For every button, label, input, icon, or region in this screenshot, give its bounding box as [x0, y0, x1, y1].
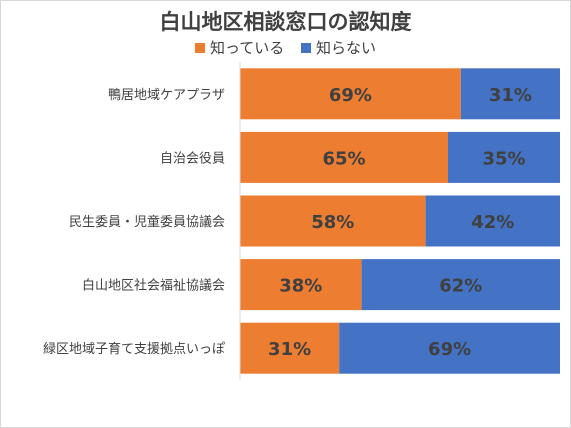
- bar-known-1: [240, 131, 448, 183]
- legend-item-unknown: 知らない: [301, 37, 376, 58]
- bar-unknown-0: [460, 68, 560, 120]
- legend-swatch-known: [194, 42, 205, 53]
- bar-unknown-3: [361, 259, 560, 311]
- category-label-4: 緑区地域子育て支援拠点いっぽ: [43, 341, 225, 357]
- category-label-1: 自治会役員: [160, 151, 225, 166]
- legend-item-known: 知っている: [194, 37, 285, 58]
- legend-swatch-unknown: [301, 42, 312, 53]
- legend-label-known: 知っている: [209, 39, 285, 57]
- bar-known-3: [240, 259, 362, 311]
- category-label-0: 鴨居地域ケアプラザ: [108, 88, 225, 103]
- data-label-unknown-4: 69%: [428, 339, 471, 360]
- chart-title: 白山地区相談窓口の認知度: [159, 10, 412, 34]
- bar-unknown-4: [339, 322, 560, 374]
- data-label-known-0: 69%: [329, 85, 372, 106]
- data-label-known-1: 65%: [322, 148, 365, 169]
- category-label-2: 民生委員・児童委員協議会: [69, 214, 225, 230]
- bar-known-4: [240, 322, 340, 374]
- legend-label-unknown: 知らない: [316, 39, 377, 57]
- legend: 知っている 知らない: [0, 37, 571, 58]
- data-label-known-3: 38%: [279, 276, 322, 297]
- bar-known-2: [240, 195, 426, 247]
- data-label-known-2: 58%: [311, 212, 354, 233]
- bar-unknown-1: [448, 131, 560, 183]
- bar-known-0: [240, 68, 461, 120]
- data-label-unknown-3: 62%: [439, 276, 482, 297]
- data-label-unknown-2: 42%: [471, 212, 514, 233]
- bar-unknown-2: [425, 195, 560, 247]
- data-label-unknown-0: 31%: [489, 85, 532, 106]
- data-label-known-4: 31%: [268, 339, 311, 360]
- category-label-3: 白山地区社会福祉協議会: [82, 278, 225, 294]
- data-label-unknown-1: 35%: [482, 148, 525, 169]
